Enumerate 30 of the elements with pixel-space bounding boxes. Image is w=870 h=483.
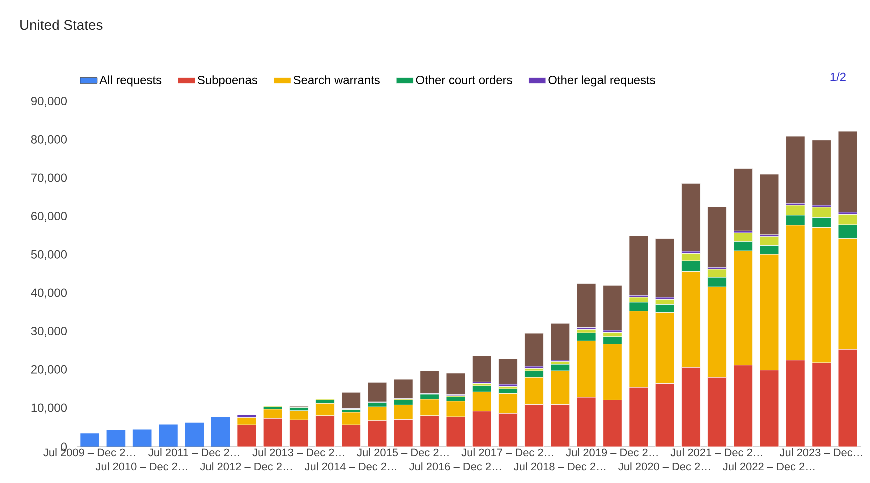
x-tick-label: Jul 2023 – Dec… <box>780 448 862 457</box>
legend-label: Other court orders <box>416 76 512 84</box>
legend-label: Other legal requests <box>548 76 656 87</box>
x-tick-label: Jul 2017 – Dec 2… <box>462 448 554 457</box>
x-tick-label: Jul 2011 – Dec 2… <box>148 448 240 457</box>
y-tick-label: 90,000 <box>31 97 68 107</box>
y-tick-label: 60,000 <box>32 212 68 222</box>
y-tick-label: 10,000 <box>32 404 68 414</box>
x-tick-label: Jul 2022 – Dec 2… <box>723 462 815 471</box>
legend-label: Subpoenas <box>198 76 258 87</box>
legend-label: All requests <box>100 76 162 87</box>
text: 1/2 <box>830 72 846 82</box>
x-tick-label: Jul 2016 – Dec 2… <box>410 462 502 471</box>
y-tick-label: 40,000 <box>31 288 68 299</box>
legend-label: Search warrants <box>294 76 380 84</box>
x-tick-label: Jul 2014 – Dec 2… <box>304 462 396 471</box>
y-tick-label: 70,000 <box>32 174 68 184</box>
y-tick-label: 20,000 <box>32 365 68 376</box>
y-tick-label: 50,000 <box>31 250 68 260</box>
x-tick-label: Jul 2010 – Dec 2… <box>96 462 188 471</box>
x-tick-label: Jul 2012 – Dec 2… <box>200 462 292 471</box>
x-tick-label: Jul 2019 – Dec 2… <box>566 448 658 457</box>
chart-title: United States <box>20 20 103 30</box>
y-tick-label: 80,000 <box>31 135 68 146</box>
y-tick-label: 30,000 <box>31 327 68 337</box>
x-tick-label: Jul 2015 – Dec 2… <box>357 448 449 457</box>
x-tick-label: Jul 2021 – Dec 2… <box>670 448 762 457</box>
x-tick-label: Jul 2013 – Dec 2… <box>252 448 344 457</box>
x-tick-label: Jul 2018 – Dec 2… <box>514 462 606 471</box>
x-tick-label: Jul 2020 – Dec 2… <box>618 462 710 471</box>
